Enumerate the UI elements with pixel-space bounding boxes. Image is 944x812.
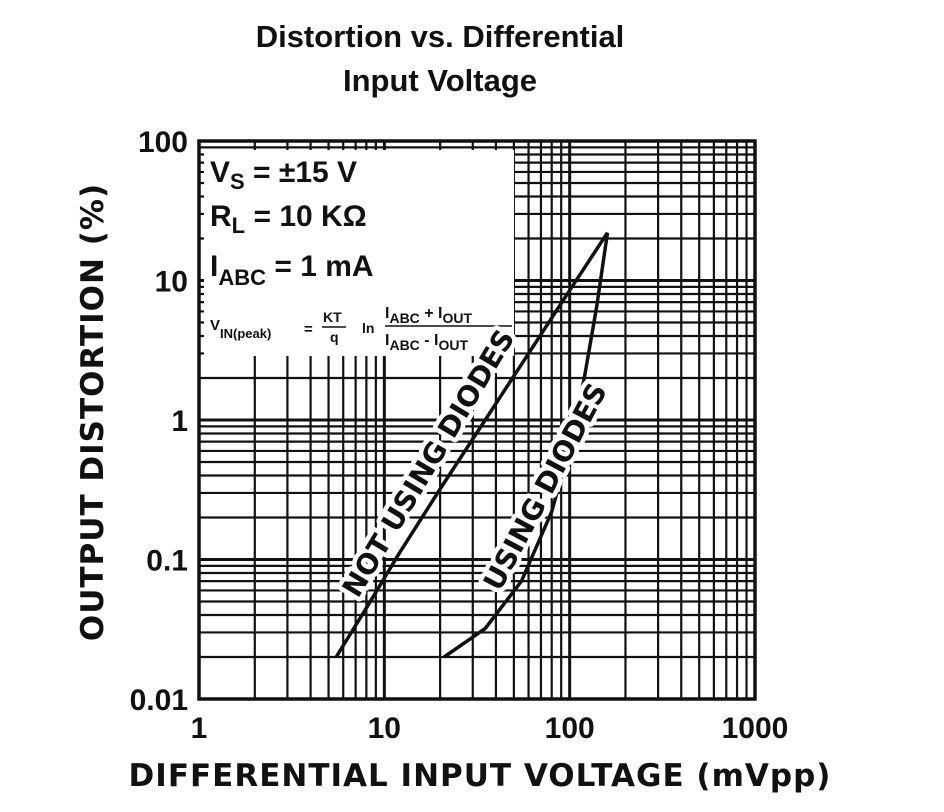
- rl-annotation: RL = 10 KΩ: [210, 200, 367, 238]
- formula-equals: =: [304, 321, 313, 338]
- annotation-box: VS = ±15 V RL = 10 KΩ IABC = 1 mA VIN(pe…: [204, 150, 514, 356]
- y-axis-label: OUTPUT DISTORTION (%): [75, 183, 111, 641]
- plot-frame: [197, 139, 757, 701]
- y-tick-label: 100: [138, 126, 188, 159]
- x-tick-label: 100: [545, 712, 595, 745]
- formula-lhs: VIN(peak): [210, 317, 271, 341]
- vin-formula: VIN(peak) = KT q ln IABC + IOUT IABC - I…: [210, 305, 512, 353]
- y-tick-label: 10: [155, 266, 188, 299]
- formula-kt: KT: [323, 309, 342, 325]
- formula-q: q: [330, 329, 339, 345]
- formula-numerator: IABC + IOUT: [385, 305, 472, 326]
- formula-denominator: IABC - IOUT: [385, 332, 468, 353]
- annotation-background: [204, 150, 514, 356]
- chart-title-line-2: Input Voltage: [342, 63, 538, 98]
- tick-labels: 1 10 100 1000 0.01 0.1 1 10 100: [130, 126, 789, 745]
- x-axis-label: DIFFERENTIAL INPUT VOLTAGE (mVpp): [129, 758, 832, 794]
- y-tick-label: 0.1: [146, 545, 188, 578]
- not-using-diodes-curve: [334, 231, 609, 658]
- using-diodes-curve: [443, 232, 610, 659]
- y-tick-label: 0.01: [130, 684, 188, 717]
- formula-ln: ln: [362, 320, 374, 336]
- x-tick-label: 10: [368, 712, 401, 745]
- x-tick-label: 1000: [722, 712, 789, 745]
- vs-annotation: VS = ±15 V: [210, 156, 357, 194]
- iabc-annotation: IABC = 1 mA: [210, 250, 374, 290]
- x-tick-label: 1: [191, 712, 208, 745]
- y-tick-label: 1: [171, 405, 188, 438]
- using-diodes-label: USING DIODES: [477, 378, 614, 596]
- chart-title-line-1: Distortion vs. Differential: [255, 19, 625, 54]
- curves: [334, 231, 610, 659]
